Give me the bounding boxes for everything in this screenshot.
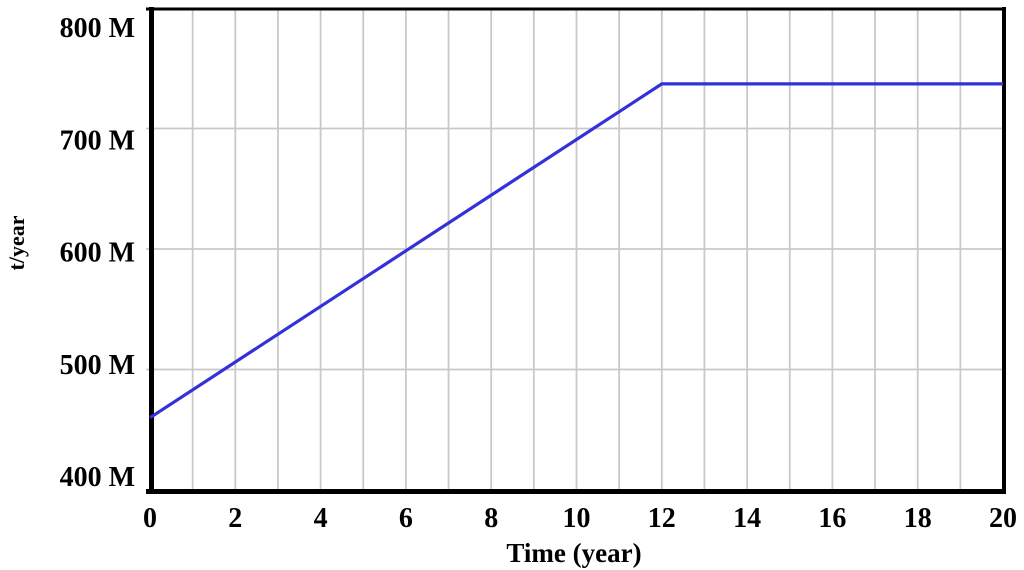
plot-area: 0 2 4 6 8 10 12 14 16 18 20 800 M 700 M 600 M 500 M 400…: [60, 7, 1017, 534]
x-tick-label: 6: [399, 503, 413, 534]
x-tick-label: 4: [314, 503, 328, 534]
x-tick-label: 8: [484, 503, 498, 534]
y-tick-label: 700 M: [60, 125, 135, 156]
y-axis-title: t/year: [4, 215, 29, 270]
x-tick-label: 10: [563, 503, 591, 534]
x-tick-label: 2: [228, 503, 242, 534]
x-tick-label: 20: [989, 503, 1017, 534]
y-tick-label: 500 M: [60, 350, 135, 381]
data-line: [149, 82, 1003, 420]
y-tick-label: 800 M: [60, 13, 135, 44]
x-tick-label: 18: [904, 503, 932, 534]
x-tick-label: 14: [733, 503, 761, 534]
x-axis-title: Time (year): [506, 538, 641, 568]
y-tick-label: 400 M: [60, 462, 135, 493]
x-tick-label: 0: [143, 503, 157, 534]
x-tick-label: 12: [648, 503, 676, 534]
y-tick-label: 600 M: [60, 238, 135, 269]
x-tick-label: 16: [818, 503, 846, 534]
